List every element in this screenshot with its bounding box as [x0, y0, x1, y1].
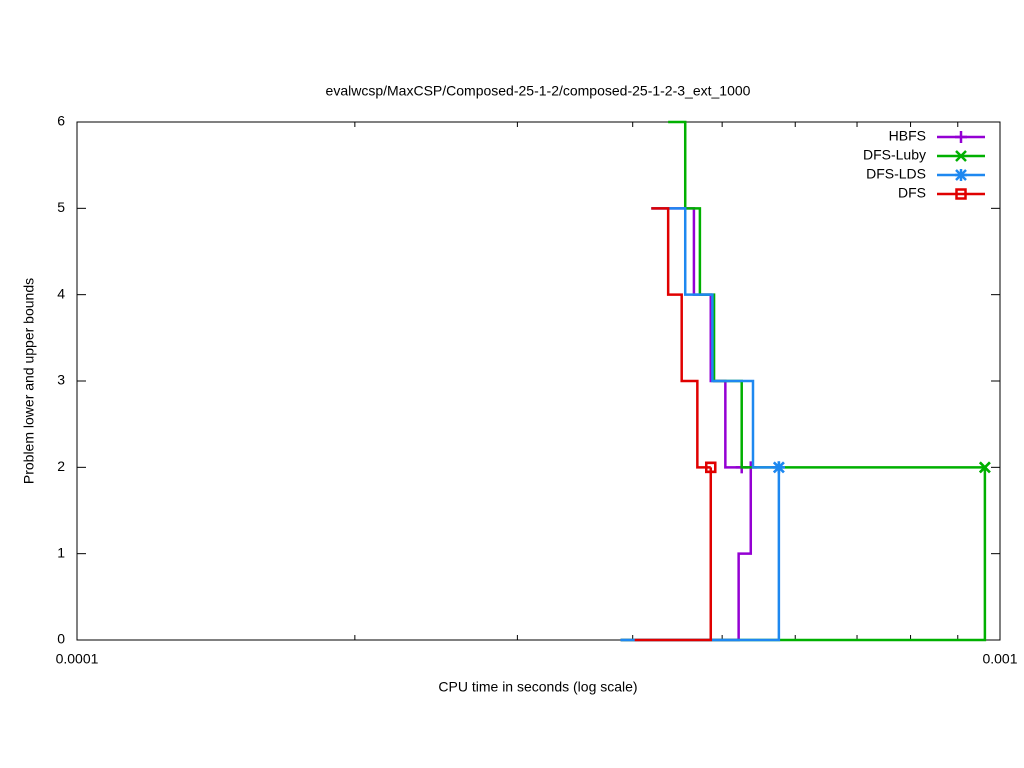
- x-tick-label: 0.001: [982, 651, 1017, 667]
- y-tick-label: 1: [57, 544, 65, 560]
- marker-stroke: [955, 150, 967, 162]
- marker: [979, 461, 991, 474]
- legend-label: DFS-Luby: [863, 147, 926, 163]
- marker-stroke: [772, 461, 785, 474]
- marker: [955, 131, 967, 143]
- legend-label: DFS: [898, 185, 926, 201]
- legend-label: HBFS: [889, 128, 926, 144]
- upper-bound-line: [651, 207, 779, 469]
- marker: [955, 188, 967, 200]
- plot-frame: [76, 121, 1001, 641]
- marker: [955, 150, 967, 162]
- marker-stroke: [955, 188, 967, 200]
- marker-stroke: [955, 169, 967, 181]
- legend-label: DFS-LDS: [866, 166, 926, 182]
- y-tick-label: 4: [57, 285, 65, 301]
- marker: [955, 169, 967, 181]
- marker: [705, 461, 717, 474]
- marker-stroke: [979, 461, 991, 474]
- x-axis-label: CPU time in seconds (log scale): [438, 679, 637, 695]
- x-tick-label: 0.0001: [56, 651, 99, 667]
- y-tick-label: 5: [57, 199, 65, 215]
- upper-bound-line: [651, 207, 711, 469]
- y-tick-label: 3: [57, 372, 65, 388]
- y-tick-label: 0: [57, 631, 65, 647]
- marker: [772, 461, 785, 474]
- lower-bound-line: [634, 467, 713, 642]
- y-axis-label: Problem lower and upper bounds: [21, 278, 37, 484]
- y-tick-label: 6: [57, 113, 65, 129]
- marker-stroke: [705, 461, 717, 474]
- y-tick-label: 2: [57, 458, 65, 474]
- upper-bound-line: [651, 207, 742, 469]
- chart-title: evalwcsp/MaxCSP/Composed-25-1-2/composed…: [326, 83, 751, 99]
